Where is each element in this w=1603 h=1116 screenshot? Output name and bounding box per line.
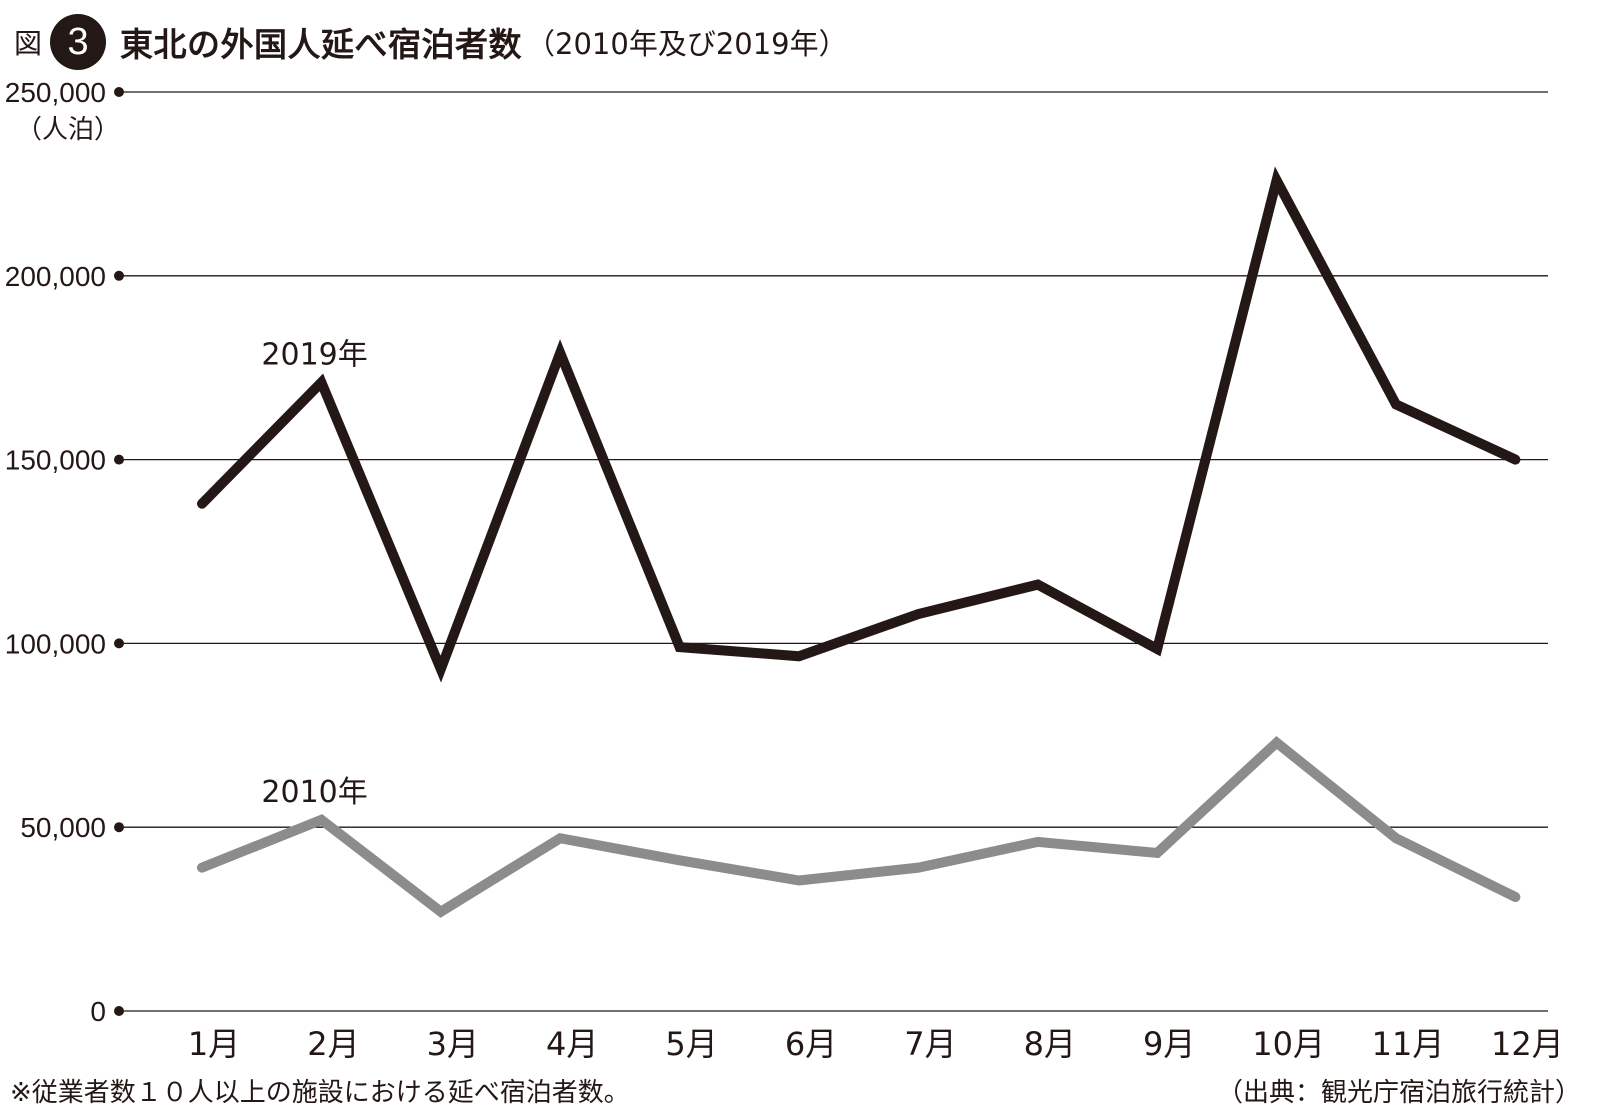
series-line-2019年 [197,166,1521,683]
x-tick-label: 5月 [665,1025,717,1063]
chart-title: 東北の外国人延べ宿泊者数 [120,25,523,64]
y-tick-dot [114,822,124,833]
x-tick-label: 3月 [427,1025,479,1063]
x-tick-label: 6月 [785,1025,837,1063]
x-tick-label: 4月 [546,1025,598,1063]
x-tick-label: 2月 [307,1025,359,1063]
footnote: ※従業者数１０人以上の施設における延べ宿泊者数。 [10,1078,630,1108]
chart-header: 図 3 東北の外国人延べ宿泊者数 （2010年及び2019年） [14,12,848,72]
x-tick-label: 10月 [1252,1025,1325,1063]
y-tick-dot [114,638,124,649]
y-tick-dot [114,87,124,97]
figure-label: 図 [14,27,43,60]
series-lines [197,166,1521,918]
series-line-2010年 [197,736,1521,918]
x-axis-ticks: 1月 2月 3月 4月 5月 6月 7月 8月 9月 10月 11月 12月 [188,1025,1564,1063]
series-label-2019年: 2019年 [261,337,367,372]
x-tick-label: 7月 [904,1025,956,1063]
x-tick-label: 12月 [1491,1025,1564,1063]
y-tick-label: 50,000 [20,812,106,843]
y-tick-dot [114,270,124,281]
y-tick-label: 200,000 [5,261,106,292]
y-axis-ticks: 0 50,000 100,000 150,000 200,000 250,000 （人泊） [5,77,124,1027]
x-tick-label: 8月 [1024,1025,1076,1063]
y-tick-dot [114,1006,124,1016]
figure-number-badge: 3 [50,14,107,70]
y-axis-unit-label: （人泊） [16,115,120,145]
x-tick-label: 11月 [1372,1025,1445,1063]
x-tick-label: 1月 [188,1025,240,1063]
source-note: （出典：観光庁宿泊旅行統計） [1216,1078,1581,1108]
y-tick-label: 100,000 [5,628,106,659]
chart-subtitle: （2010年及び2019年） [526,27,848,61]
y-tick-label: 250,000 [5,77,106,108]
x-tick-label: 9月 [1143,1025,1195,1063]
series-labels: 2019年 2010年 [261,337,367,809]
y-tick-dot [114,454,124,465]
y-tick-label: 150,000 [5,445,106,476]
series-label-2010年: 2010年 [261,775,367,810]
y-tick-label: 0 [90,996,106,1027]
